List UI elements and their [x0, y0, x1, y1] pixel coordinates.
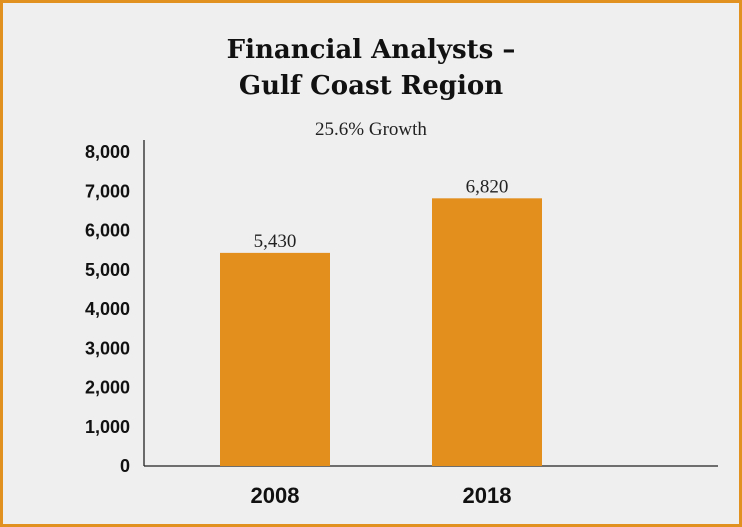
bars: 5,430 6,820 — [220, 176, 542, 466]
bar-2008 — [220, 252, 330, 466]
x-tick-label-2008: 2008 — [251, 483, 300, 508]
y-axis: 0 1,000 2,000 3,000 4,000 5,000 6,000 7,000 8,00… — [85, 140, 145, 476]
y-tick-label: 3,000 — [85, 338, 130, 358]
y-tick-label: 1,000 — [85, 417, 130, 437]
x-tick-label-2018: 2018 — [463, 483, 512, 508]
data-label-2018: 6,820 — [466, 176, 509, 197]
y-tick-label: 0 — [120, 456, 130, 476]
x-axis: 2008 2018 — [144, 465, 718, 508]
chart-title-line-2: Gulf Coast Region — [238, 71, 504, 101]
data-label-2008: 5,430 — [254, 231, 297, 252]
chart-title-line-1: Financial Analysts – — [226, 35, 516, 65]
y-tick-label: 8,000 — [85, 142, 130, 162]
chart-title: Financial Analysts – Gulf Coast Region — [0, 32, 742, 104]
chart-subtitle: 25.6% Growth — [315, 119, 427, 140]
y-tick-label: 2,000 — [85, 378, 130, 398]
y-tick-label: 5,000 — [85, 260, 130, 280]
y-tick-label: 7,000 — [85, 181, 130, 201]
bar-2018 — [432, 198, 542, 466]
y-tick-label: 6,000 — [85, 221, 130, 241]
y-tick-label: 4,000 — [85, 299, 130, 319]
